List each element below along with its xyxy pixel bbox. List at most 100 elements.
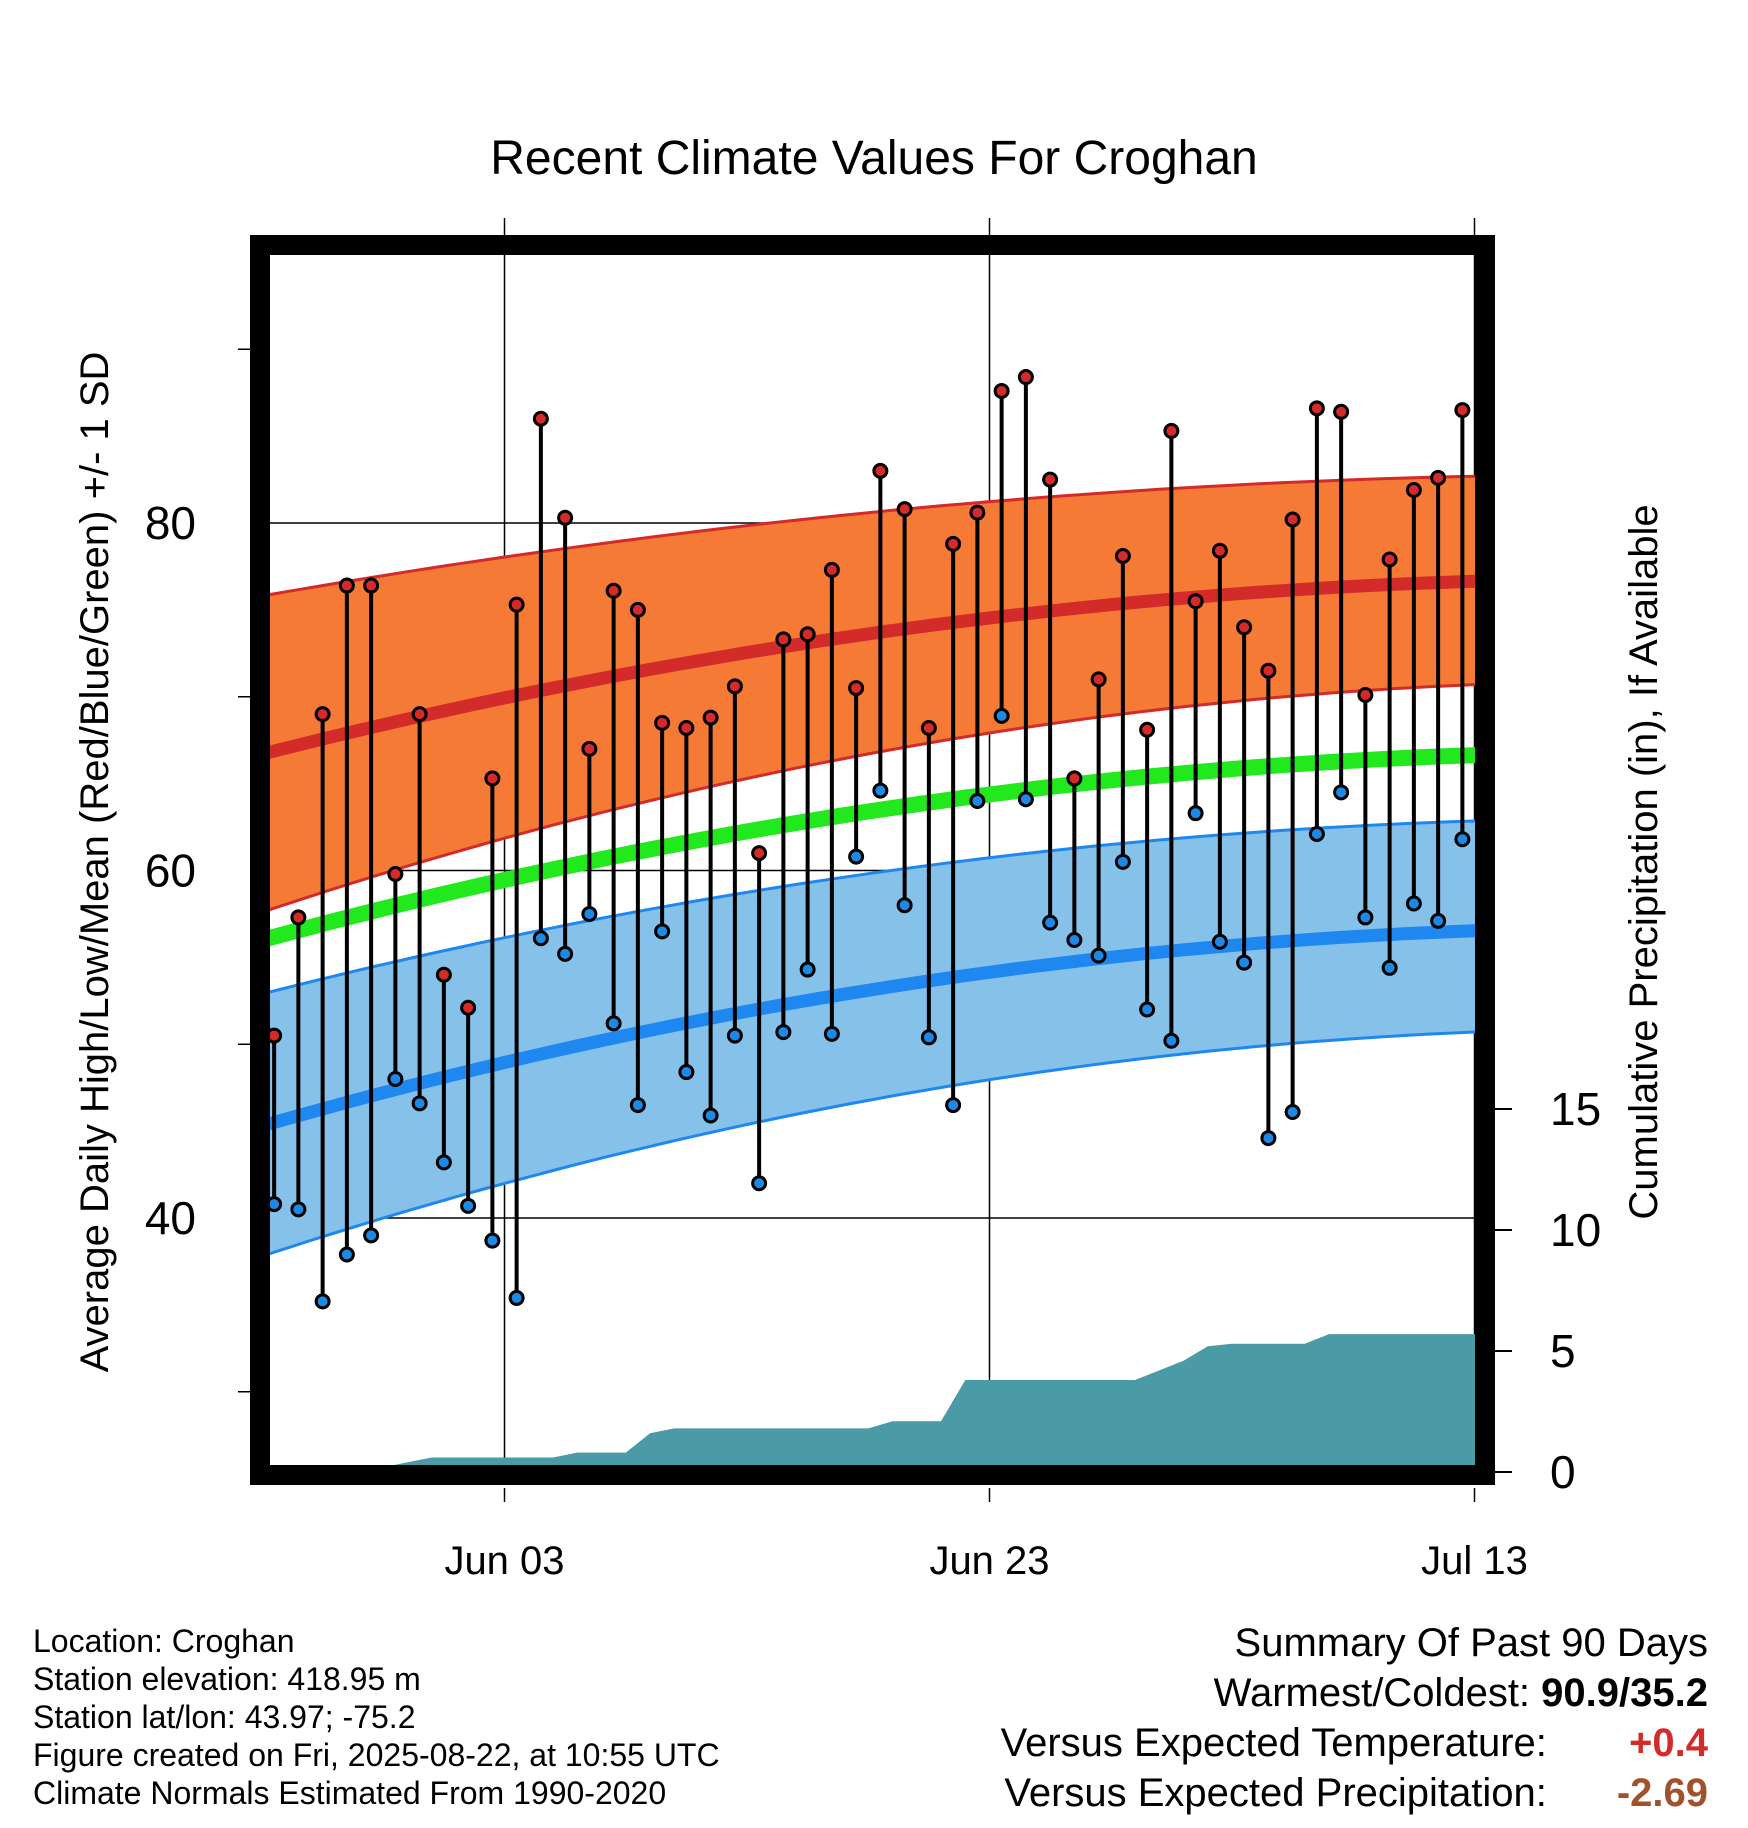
station-info: Location: Croghan Station elevation: 418…: [33, 1622, 720, 1812]
high-point: [1333, 403, 1350, 420]
high-point: [1504, 565, 1517, 578]
high-point: [1601, 673, 1614, 686]
precip-area: [394, 1333, 1475, 1465]
low-point: [1308, 826, 1325, 843]
high-point: [1357, 687, 1374, 704]
low-point: [581, 905, 598, 922]
low-point: [605, 1015, 622, 1032]
high-point: [678, 720, 695, 737]
high-point: [484, 770, 501, 787]
high-point: [1529, 457, 1542, 470]
low-point: [1066, 932, 1083, 948]
high-point: [1211, 542, 1228, 559]
low-point: [290, 1201, 307, 1218]
high-point: [581, 740, 598, 757]
high-point: [363, 577, 380, 594]
high-point: [629, 601, 646, 618]
high-point: [1284, 511, 1301, 528]
normals-text: Climate Normals Estimated From 1990-2020: [33, 1775, 667, 1811]
high-sd-upper-line: [270, 474, 1475, 597]
summary-temp-row: Versus Expected Temperature: +0.4: [1001, 1718, 1708, 1768]
low-point: [751, 1175, 768, 1192]
warm-cold-value: 90.9/35.2: [1541, 1671, 1708, 1715]
y-right-tick-label: 15: [1550, 1083, 1601, 1135]
low-point: [1260, 1130, 1277, 1147]
plot-frame: [250, 235, 1495, 1485]
high-point: [1260, 662, 1277, 679]
low-point: [654, 923, 671, 940]
created-text: Figure created on Fri, 2025-08-22, at 10…: [33, 1737, 720, 1773]
high-point: [1066, 770, 1083, 787]
low-point: [1577, 909, 1590, 922]
y-right-tick-label: 0: [1550, 1446, 1576, 1498]
low-point: [799, 961, 816, 978]
high-point: [411, 706, 428, 723]
low-point: [1042, 914, 1059, 931]
high-point: [1139, 721, 1156, 738]
high-point: [823, 561, 840, 578]
y-left-tick-label: 40: [145, 1192, 196, 1244]
low-point: [1553, 897, 1566, 910]
high-normal-line: [270, 574, 1475, 759]
low-sd-band: [270, 820, 1475, 1254]
high-point: [1163, 422, 1180, 439]
high-point: [290, 909, 307, 926]
high-point: [1236, 619, 1253, 636]
high-point: [702, 709, 719, 726]
summary-precip-row: Versus Expected Precipitation: -2.69: [1001, 1768, 1708, 1818]
low-point: [484, 1232, 501, 1249]
high-point: [435, 966, 452, 983]
high-point: [460, 999, 477, 1016]
low-point: [678, 1064, 695, 1081]
low-point: [920, 1029, 937, 1046]
summary-title: Summary Of Past 90 Days: [1234, 1621, 1708, 1665]
high-point: [775, 631, 792, 648]
low-point: [872, 782, 889, 799]
low-point: [435, 1154, 452, 1171]
low-point: [460, 1197, 477, 1214]
high-sd-lower-line: [270, 683, 1475, 912]
low-point: [896, 897, 913, 914]
location-text: Location: Croghan: [33, 1623, 295, 1659]
low-point: [823, 1025, 840, 1042]
high-point: [969, 504, 986, 521]
high-point: [1187, 593, 1204, 610]
low-point: [993, 707, 1010, 724]
high-point: [896, 501, 913, 518]
chart-title: Recent Climate Values For Croghan: [490, 132, 1257, 185]
y-right-axis-label: Cumulative Precipitation (in), If Availa…: [1622, 504, 1666, 1219]
high-point: [1308, 400, 1325, 417]
high-point: [1674, 735, 1687, 748]
high-point: [1090, 671, 1107, 688]
high-sd-band: [270, 476, 1475, 910]
low-point: [411, 1095, 428, 1112]
low-point: [629, 1097, 646, 1114]
summary-warm-cold-row: Warmest/Coldest: 90.9/35.2: [1001, 1668, 1708, 1718]
high-point: [1430, 469, 1447, 486]
high-point: [532, 410, 549, 427]
low-point: [1284, 1104, 1301, 1121]
low-point: [508, 1289, 525, 1306]
y-left-tick-label: 60: [145, 845, 196, 897]
low-point: [270, 1196, 283, 1213]
high-point: [387, 865, 404, 882]
latlon-text: Station lat/lon: 43.97; -75.2: [33, 1699, 416, 1735]
low-point: [1236, 954, 1253, 971]
high-point: [1405, 481, 1422, 498]
low-point: [1187, 805, 1204, 822]
low-sd-lower-line: [270, 1030, 1475, 1256]
low-point: [387, 1071, 404, 1087]
high-point: [993, 382, 1010, 399]
high-point: [1017, 369, 1034, 386]
high-point: [1381, 551, 1398, 568]
low-point: [1454, 831, 1471, 848]
high-point: [1723, 532, 1736, 545]
low-point: [1405, 895, 1422, 912]
low-point: [1381, 959, 1398, 976]
high-point: [1454, 402, 1471, 419]
high-point: [799, 626, 816, 643]
low-point: [314, 1293, 331, 1310]
high-point: [872, 462, 889, 479]
mean-normal-line: [270, 747, 1475, 947]
